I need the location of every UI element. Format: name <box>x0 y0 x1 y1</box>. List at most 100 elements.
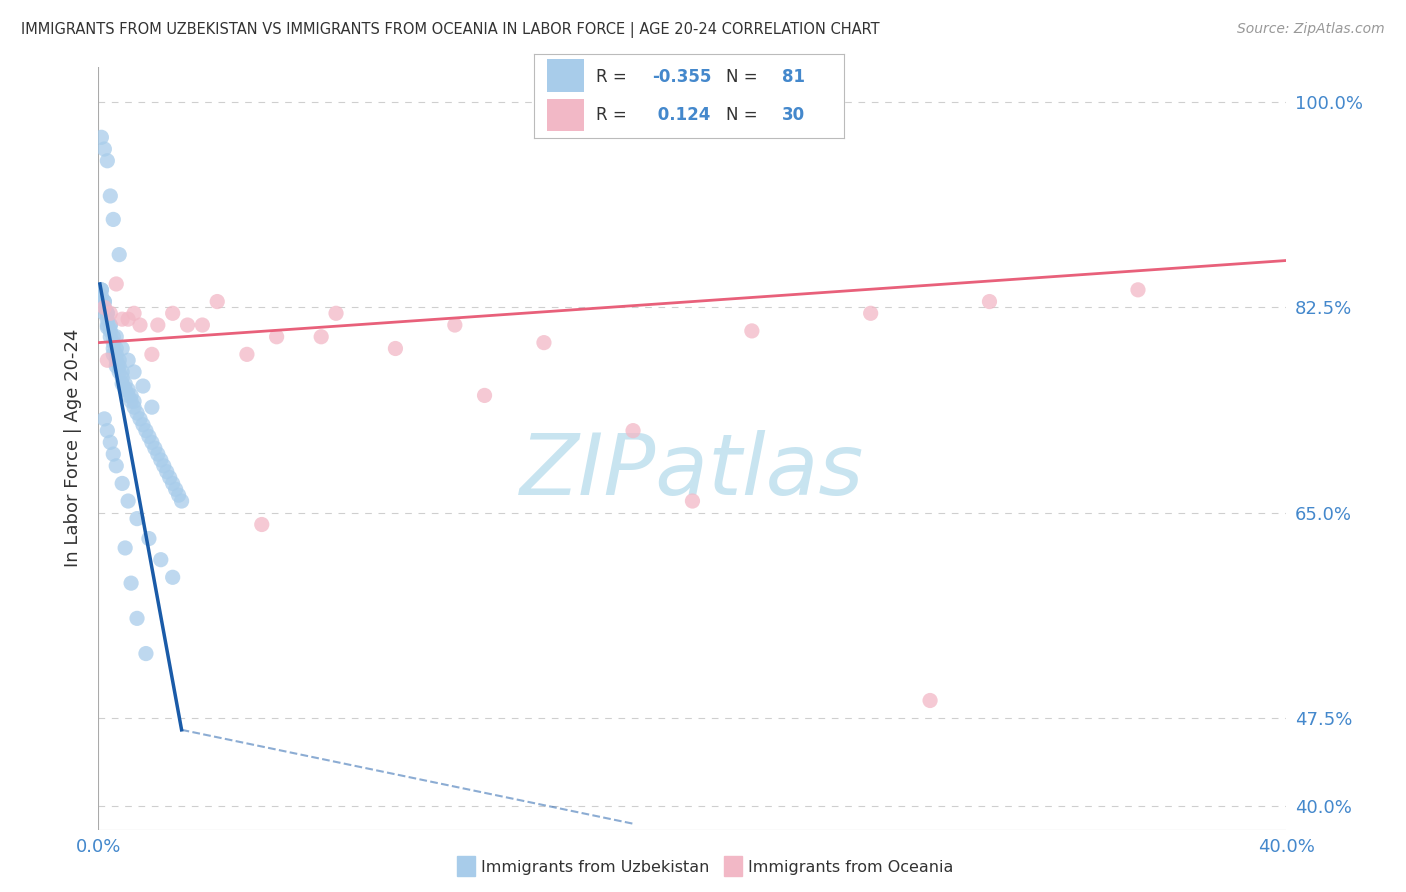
Point <box>920 693 942 707</box>
Point <box>105 347 128 361</box>
Point <box>103 335 125 350</box>
Point <box>533 335 555 350</box>
Point <box>98 189 121 203</box>
Text: N =: N = <box>725 69 763 87</box>
Point <box>90 289 112 303</box>
Text: R =: R = <box>596 106 633 124</box>
Text: Source: ZipAtlas.com: Source: ZipAtlas.com <box>1237 22 1385 37</box>
Point <box>162 306 184 320</box>
Point <box>236 347 259 361</box>
Point <box>117 388 139 402</box>
Point <box>132 417 155 432</box>
Point <box>1126 283 1149 297</box>
Point <box>135 647 157 661</box>
Point <box>138 532 160 546</box>
Point <box>93 301 115 315</box>
Point <box>120 576 142 591</box>
Point <box>108 247 131 261</box>
Text: Immigrants from Uzbekistan: Immigrants from Uzbekistan <box>481 860 709 874</box>
Point <box>122 394 145 409</box>
Point <box>117 494 139 508</box>
Point <box>122 400 145 414</box>
Text: 30: 30 <box>782 106 804 124</box>
Text: R =: R = <box>596 69 633 87</box>
Point <box>125 406 148 420</box>
Point <box>681 494 703 508</box>
Point <box>98 318 121 332</box>
Point <box>103 342 125 356</box>
Text: 81: 81 <box>782 69 804 87</box>
Point <box>96 306 118 320</box>
Point <box>741 324 763 338</box>
Point <box>114 376 136 391</box>
Point <box>129 318 152 332</box>
Point <box>162 570 184 584</box>
Point <box>120 394 142 409</box>
Point <box>191 318 214 332</box>
Text: IMMIGRANTS FROM UZBEKISTAN VS IMMIGRANTS FROM OCEANIA IN LABOR FORCE | AGE 20-24: IMMIGRANTS FROM UZBEKISTAN VS IMMIGRANTS… <box>21 22 880 38</box>
Point <box>93 294 115 309</box>
Point <box>384 342 406 356</box>
Point <box>117 383 139 397</box>
Point <box>90 283 112 297</box>
Y-axis label: In Labor Force | Age 20-24: In Labor Force | Age 20-24 <box>63 329 82 567</box>
Point <box>90 283 112 297</box>
Point <box>98 318 121 332</box>
Point <box>135 424 157 438</box>
Point <box>103 212 125 227</box>
Point <box>98 435 121 450</box>
Point <box>149 453 172 467</box>
Point <box>141 435 163 450</box>
Point <box>117 312 139 326</box>
Point <box>159 470 181 484</box>
Point <box>93 412 115 426</box>
Point <box>93 142 115 156</box>
Point <box>152 458 174 473</box>
Point <box>105 353 128 368</box>
Text: N =: N = <box>725 106 763 124</box>
Point <box>93 294 115 309</box>
Point <box>108 365 131 379</box>
Point <box>122 306 145 320</box>
Point <box>266 330 288 344</box>
Point <box>141 400 163 414</box>
Point <box>205 294 228 309</box>
Point <box>132 379 155 393</box>
Point <box>979 294 1001 309</box>
Point <box>103 330 125 344</box>
Point <box>111 365 134 379</box>
Point <box>443 318 465 332</box>
Point <box>108 359 131 373</box>
Point <box>103 347 125 361</box>
Point <box>165 483 187 497</box>
Point <box>93 301 115 315</box>
Point <box>143 442 166 456</box>
Text: Immigrants from Oceania: Immigrants from Oceania <box>748 860 953 874</box>
Point <box>138 429 160 443</box>
Point <box>176 318 198 332</box>
Point <box>146 318 169 332</box>
Point <box>105 458 128 473</box>
Point <box>111 312 134 326</box>
Point <box>111 371 134 385</box>
Point <box>250 517 273 532</box>
Point <box>156 465 179 479</box>
Point <box>859 306 882 320</box>
Point <box>621 424 644 438</box>
Point <box>96 318 118 332</box>
Point <box>111 342 134 356</box>
Point <box>96 320 118 334</box>
Point <box>120 388 142 402</box>
Point <box>111 476 134 491</box>
Point <box>122 365 145 379</box>
Point <box>111 376 134 391</box>
Point <box>167 488 190 502</box>
Point <box>96 424 118 438</box>
Point <box>170 494 193 508</box>
Point <box>96 353 118 368</box>
Point <box>474 388 496 402</box>
Point <box>105 277 128 291</box>
Point <box>149 552 172 566</box>
Point <box>309 330 332 344</box>
Point <box>114 541 136 555</box>
